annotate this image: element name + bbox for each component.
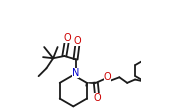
Text: O: O bbox=[94, 93, 101, 103]
Text: N: N bbox=[72, 68, 79, 78]
Polygon shape bbox=[87, 82, 95, 84]
Text: O: O bbox=[74, 36, 82, 46]
Text: O: O bbox=[63, 33, 71, 43]
Text: O: O bbox=[104, 72, 111, 82]
